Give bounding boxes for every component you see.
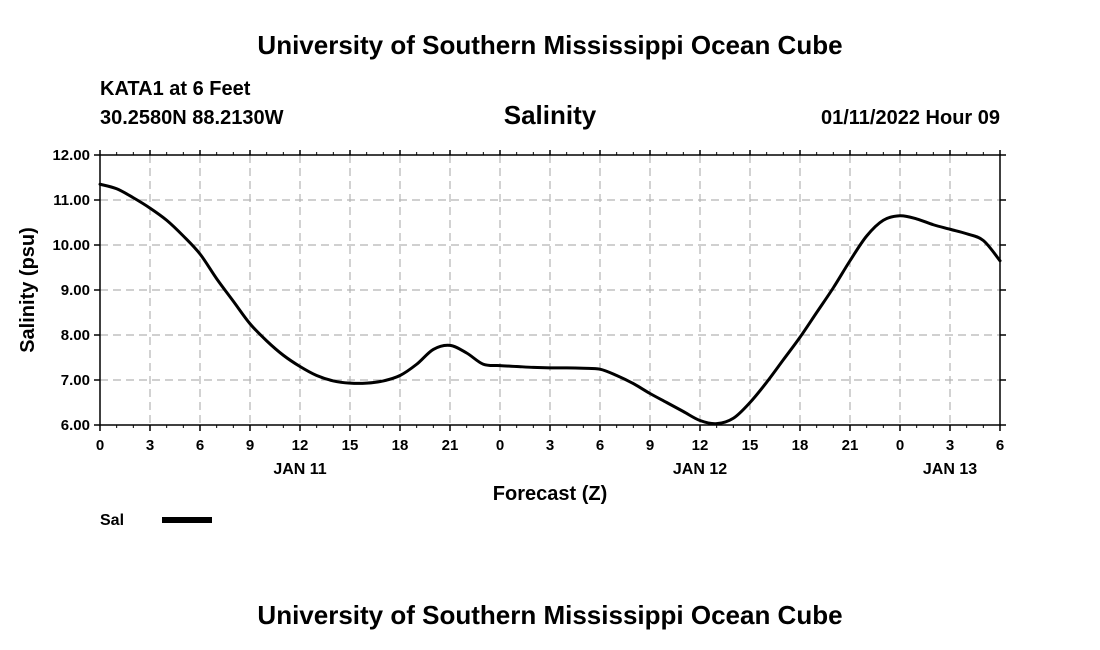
x-tick-label: 3 <box>946 437 954 454</box>
series-line-sal <box>98 182 1002 426</box>
x-tick-label: 0 <box>96 437 104 454</box>
x-axis-label: Forecast (Z) <box>493 483 607 505</box>
day-labels: JAN 11 JAN 12 JAN 13 <box>273 461 977 478</box>
x-tick-label: 12 <box>292 437 309 454</box>
y-tick-label: 7.00 <box>61 372 90 389</box>
day-label: JAN 11 <box>273 461 326 478</box>
x-tick-labels: 0 3 6 9 12 15 18 21 0 3 6 9 12 15 18 21 0 3 6 <box>96 437 1004 454</box>
x-tick-label: 15 <box>342 437 359 454</box>
x-tick-label: 6 <box>596 437 604 454</box>
x-tick-label: 9 <box>246 437 254 454</box>
y-tick-label: 12.00 <box>52 147 90 164</box>
legend-label-sal: Sal <box>100 512 124 529</box>
datetime-label: 01/11/2022 Hour 09 <box>821 107 1000 129</box>
legend: Sal <box>100 512 212 529</box>
x-tick-label: 15 <box>742 437 759 454</box>
chart-title: Salinity <box>504 100 597 130</box>
coordinates-label: 30.2580N 88.2130W <box>100 107 284 129</box>
bottom-title: University of Southern Mississippi Ocean… <box>257 600 842 630</box>
top-title: University of Southern Mississippi Ocean… <box>257 30 842 60</box>
day-label: JAN 12 <box>673 461 727 478</box>
y-tick-label: 8.00 <box>61 327 90 344</box>
x-tick-label: 18 <box>392 437 409 454</box>
y-tick-labels: 6.00 7.00 8.00 9.00 10.00 11.00 12.00 <box>52 147 90 434</box>
y-tick-label: 9.00 <box>61 282 90 299</box>
x-tick-label: 21 <box>842 437 859 454</box>
x-tick-label: 12 <box>692 437 709 454</box>
x-tick-label: 3 <box>546 437 554 454</box>
x-tick-label: 0 <box>896 437 904 454</box>
x-tick-label: 18 <box>792 437 809 454</box>
x-tick-label: 21 <box>442 437 459 454</box>
series <box>98 182 1002 426</box>
y-tick-label: 10.00 <box>52 237 90 254</box>
y-axis-label: Salinity (psu) <box>17 227 39 353</box>
grid <box>100 155 1000 425</box>
x-tick-label: 6 <box>196 437 204 454</box>
x-tick-label: 9 <box>646 437 654 454</box>
station-label: KATA1 at 6 Feet <box>100 78 251 100</box>
x-tick-label: 3 <box>146 437 154 454</box>
x-tick-label: 6 <box>996 437 1004 454</box>
plot-frame <box>99 154 1001 426</box>
day-label: JAN 13 <box>923 461 977 478</box>
x-tick-label: 0 <box>496 437 504 454</box>
y-tick-label: 11.00 <box>53 192 90 209</box>
y-tick-label: 6.00 <box>61 417 90 434</box>
